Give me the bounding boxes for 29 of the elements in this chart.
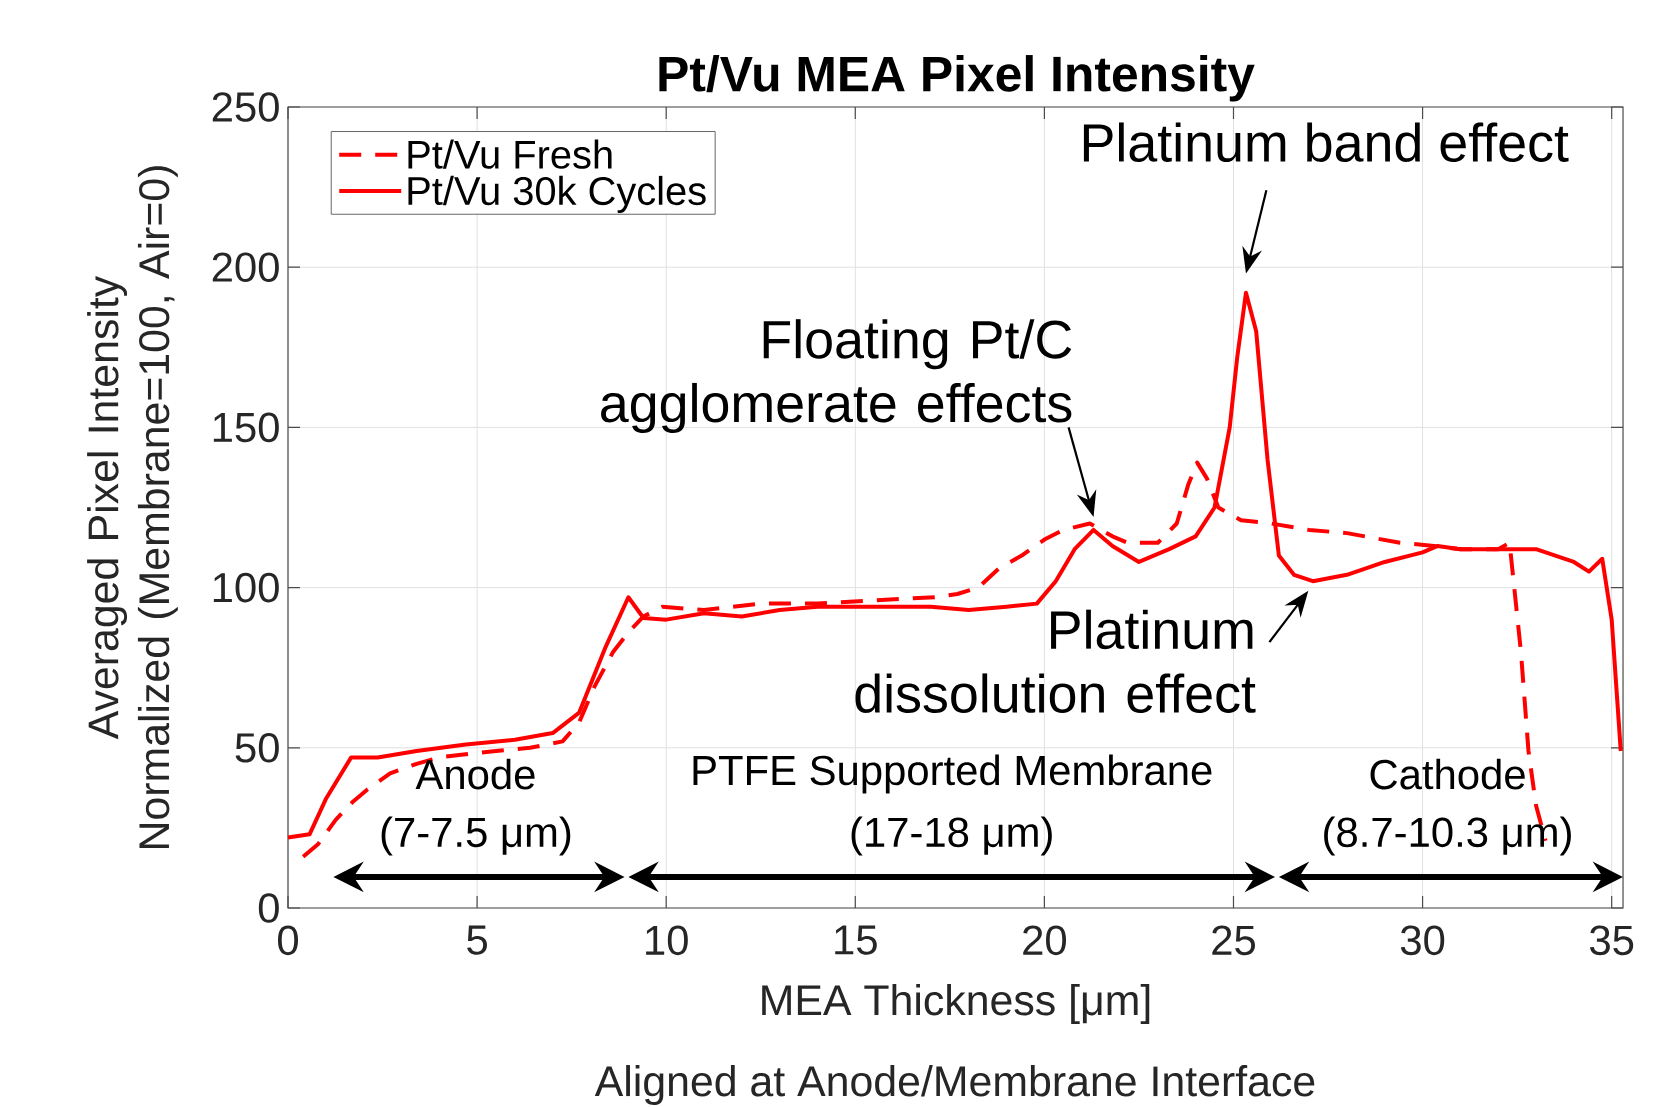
x-tick-label: 25: [1212, 925, 1255, 956]
x-tick-label: 10: [646, 925, 688, 956]
x-tick-label: 0: [278, 925, 299, 956]
annotation: Anode: [415, 758, 535, 790]
annotation: Platinum dissolution effect: [855, 609, 1256, 713]
y-tick-label: 150: [213, 412, 279, 443]
x-tick-label: 20: [1023, 925, 1067, 956]
x-tick-label: 35: [1590, 925, 1634, 956]
annotation: (17-18 μm): [851, 816, 1052, 856]
text: Aligned at Anode/Membrane Interface: [594, 1065, 1315, 1105]
x-tick-label: 5: [467, 925, 487, 955]
chart-title: Pt/Vu MEA Pixel Intensity: [659, 55, 1255, 102]
annotation: Platinum band effect: [1083, 122, 1569, 162]
annotation: Cathode: [1370, 758, 1525, 790]
annotation: (7-7.5 μm): [381, 816, 571, 856]
legend-label: Pt/Vu 30k Cycles: [408, 175, 706, 214]
annotation: (8.7-10.3 μm): [1324, 816, 1571, 856]
x-axis-title: MEA Thickness [μm]: [762, 983, 1150, 1024]
x-tick-label: 15: [835, 925, 877, 955]
legend-label: Pt/Vu Fresh: [408, 139, 612, 169]
y-tick-label: 100: [213, 572, 279, 603]
y-tick-label: 200: [212, 252, 279, 282]
y-tick-label: 250: [212, 92, 279, 122]
x-tick-label: 30: [1400, 925, 1445, 956]
y-axis-title: Averaged Pixel Intensity Normalized (Membrane=100, Air=0): [87, 166, 178, 849]
y-tick-label: 50: [235, 732, 279, 763]
annotation: Floating Pt/C agglomerate effects: [601, 319, 1072, 434]
y-tick-label: 0: [258, 893, 279, 923]
annotation: PTFE Supported Membrane: [693, 754, 1212, 794]
